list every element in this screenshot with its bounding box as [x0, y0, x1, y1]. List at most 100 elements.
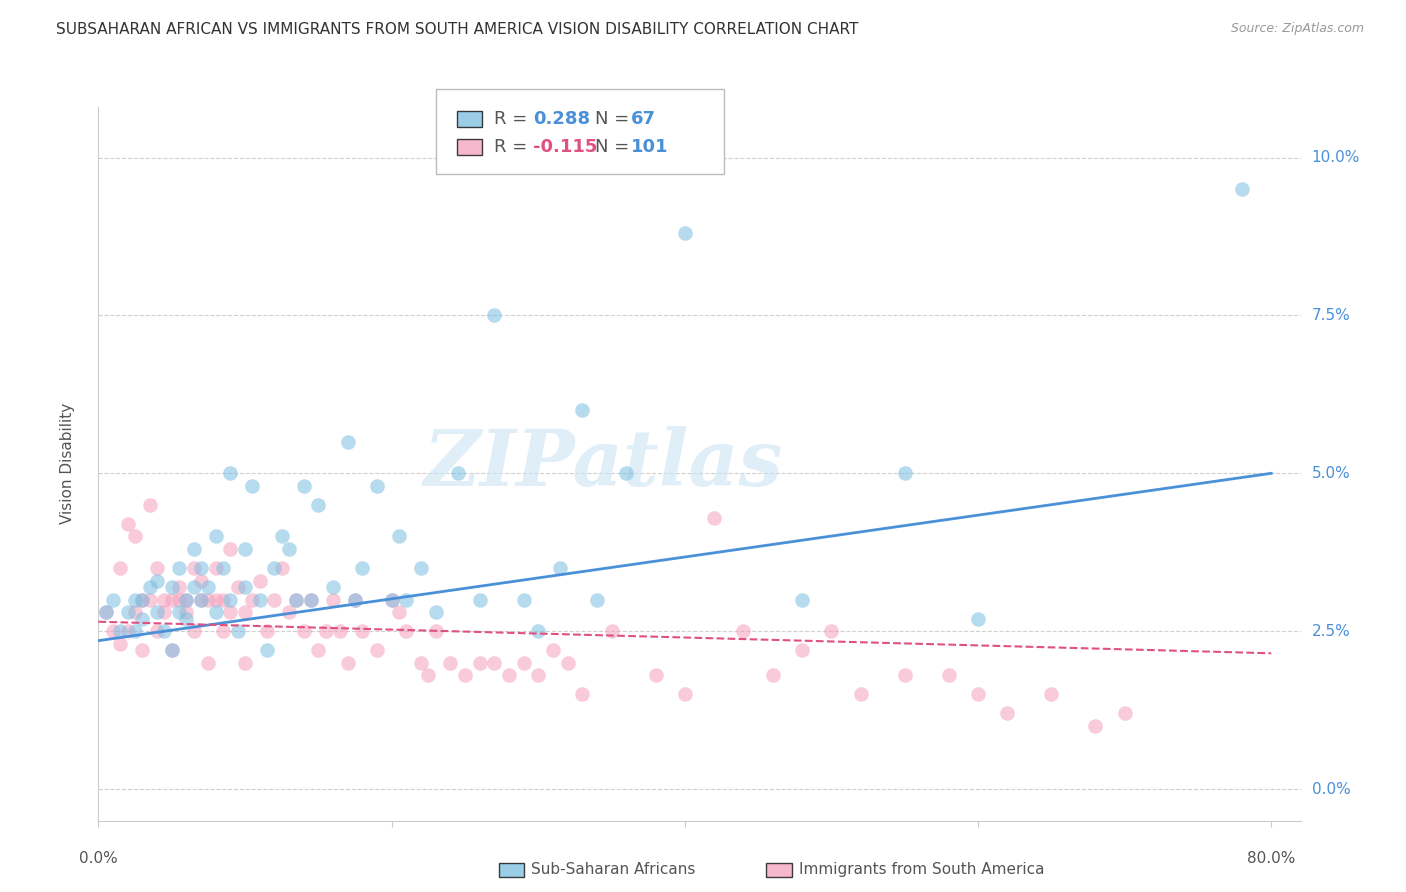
Point: [484, 656, 506, 670]
Point: [673, 227, 696, 241]
Y-axis label: Vision Disability: Vision Disability: [60, 403, 75, 524]
Text: Sub-Saharan Africans: Sub-Saharan Africans: [531, 863, 696, 877]
Point: [110, 561, 132, 575]
Point: [571, 403, 593, 417]
Point: [117, 605, 139, 619]
Point: [226, 580, 249, 594]
Text: 5.0%: 5.0%: [1312, 466, 1350, 481]
Point: [101, 592, 124, 607]
Point: [484, 309, 506, 323]
Point: [395, 592, 418, 607]
Point: [512, 656, 534, 670]
Point: [153, 605, 176, 619]
Point: [124, 605, 146, 619]
Point: [967, 687, 990, 701]
Point: [219, 592, 242, 607]
Point: [307, 498, 329, 512]
Point: [190, 574, 212, 588]
Point: [270, 561, 292, 575]
Point: [197, 580, 219, 594]
Point: [425, 605, 447, 619]
Point: [849, 687, 872, 701]
Point: [176, 611, 198, 625]
Point: [1040, 687, 1063, 701]
Point: [468, 656, 491, 670]
Point: [381, 592, 404, 607]
Point: [240, 479, 263, 493]
Point: [124, 529, 146, 543]
Point: [343, 592, 366, 607]
Point: [176, 592, 198, 607]
Text: 0.288: 0.288: [533, 110, 591, 128]
Point: [153, 624, 176, 639]
Point: [183, 580, 205, 594]
Point: [146, 605, 169, 619]
Point: [439, 656, 461, 670]
Point: [388, 605, 411, 619]
Point: [820, 624, 842, 639]
Point: [249, 574, 271, 588]
Point: [644, 668, 666, 682]
Point: [233, 656, 256, 670]
Point: [204, 529, 226, 543]
Point: [418, 668, 440, 682]
Text: Source: ZipAtlas.com: Source: ZipAtlas.com: [1230, 22, 1364, 36]
Point: [498, 668, 520, 682]
Point: [388, 529, 411, 543]
Point: [285, 592, 308, 607]
Point: [292, 479, 315, 493]
Point: [197, 592, 219, 607]
Point: [160, 643, 183, 657]
Point: [454, 668, 477, 682]
Point: [146, 574, 169, 588]
Text: 10.0%: 10.0%: [1312, 150, 1360, 165]
Point: [1084, 719, 1107, 733]
Point: [190, 561, 212, 575]
Point: [600, 624, 623, 639]
Point: [395, 624, 418, 639]
Point: [167, 561, 190, 575]
Point: [381, 592, 404, 607]
Point: [226, 624, 249, 639]
Point: [204, 605, 226, 619]
Point: [160, 643, 183, 657]
Point: [138, 498, 160, 512]
Point: [212, 561, 235, 575]
Point: [263, 561, 285, 575]
Point: [110, 637, 132, 651]
Point: [703, 510, 725, 524]
Point: [790, 592, 813, 607]
Point: [366, 643, 388, 657]
Point: [138, 580, 160, 594]
Text: N =: N =: [595, 138, 628, 156]
Point: [366, 479, 388, 493]
Text: Immigrants from South America: Immigrants from South America: [799, 863, 1045, 877]
Point: [249, 592, 271, 607]
Text: N =: N =: [595, 110, 628, 128]
Point: [110, 624, 132, 639]
Point: [1230, 182, 1253, 196]
Point: [315, 624, 337, 639]
Point: [673, 687, 696, 701]
Point: [117, 516, 139, 531]
Point: [219, 467, 242, 481]
Point: [94, 605, 117, 619]
Text: 101: 101: [631, 138, 669, 156]
Point: [270, 529, 292, 543]
Point: [256, 643, 278, 657]
Point: [352, 624, 374, 639]
Point: [212, 592, 235, 607]
Text: 0.0%: 0.0%: [79, 851, 118, 866]
Point: [336, 434, 359, 449]
Point: [527, 624, 550, 639]
Point: [292, 624, 315, 639]
Point: [124, 592, 146, 607]
Point: [614, 467, 637, 481]
Point: [124, 624, 146, 639]
Text: 0.0%: 0.0%: [1312, 781, 1350, 797]
Point: [219, 605, 242, 619]
Point: [138, 592, 160, 607]
Point: [94, 605, 117, 619]
Point: [183, 561, 205, 575]
Point: [256, 624, 278, 639]
